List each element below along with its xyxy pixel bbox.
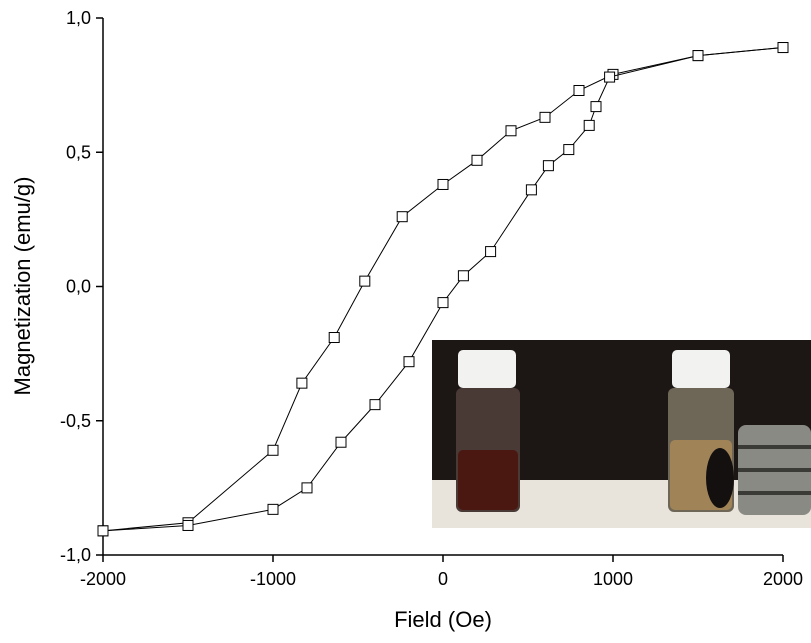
marker [301, 482, 313, 494]
x-tick-label: -1000 [250, 569, 296, 589]
y-tick-label: 0,5 [66, 142, 91, 162]
marker [369, 399, 381, 411]
x-tick-label: 2000 [763, 569, 803, 589]
marker [542, 160, 554, 172]
marker [437, 297, 449, 309]
marker [335, 436, 347, 448]
y-axis-label: Magnetization (emu/g) [10, 177, 35, 396]
y-tick-label: -0,5 [60, 411, 91, 431]
marker [359, 275, 371, 287]
marker [267, 503, 279, 515]
marker [590, 101, 602, 113]
marker [692, 50, 704, 62]
inset-photo [432, 340, 811, 528]
x-tick-label: 1000 [593, 569, 633, 589]
marker [457, 270, 469, 282]
marker [573, 84, 585, 96]
marker [182, 519, 194, 531]
marker [437, 178, 449, 190]
marker [604, 71, 616, 83]
x-tick-label: 0 [438, 569, 448, 589]
y-tick-label: -1,0 [60, 545, 91, 565]
marker [539, 111, 551, 123]
marker [296, 377, 308, 389]
marker [328, 332, 340, 344]
marker [505, 125, 517, 137]
marker [485, 246, 497, 258]
y-tick-label: 1,0 [66, 8, 91, 28]
y-tick-label: 0,0 [66, 277, 91, 297]
x-tick-label: -2000 [80, 569, 126, 589]
x-axis-label: Field (Oe) [394, 607, 492, 632]
marker [563, 144, 575, 156]
marker [471, 154, 483, 166]
marker [97, 525, 109, 537]
marker [525, 184, 537, 196]
marker [583, 119, 595, 131]
marker [777, 42, 789, 54]
marker [403, 356, 415, 368]
marker [396, 211, 408, 223]
marker [267, 444, 279, 456]
